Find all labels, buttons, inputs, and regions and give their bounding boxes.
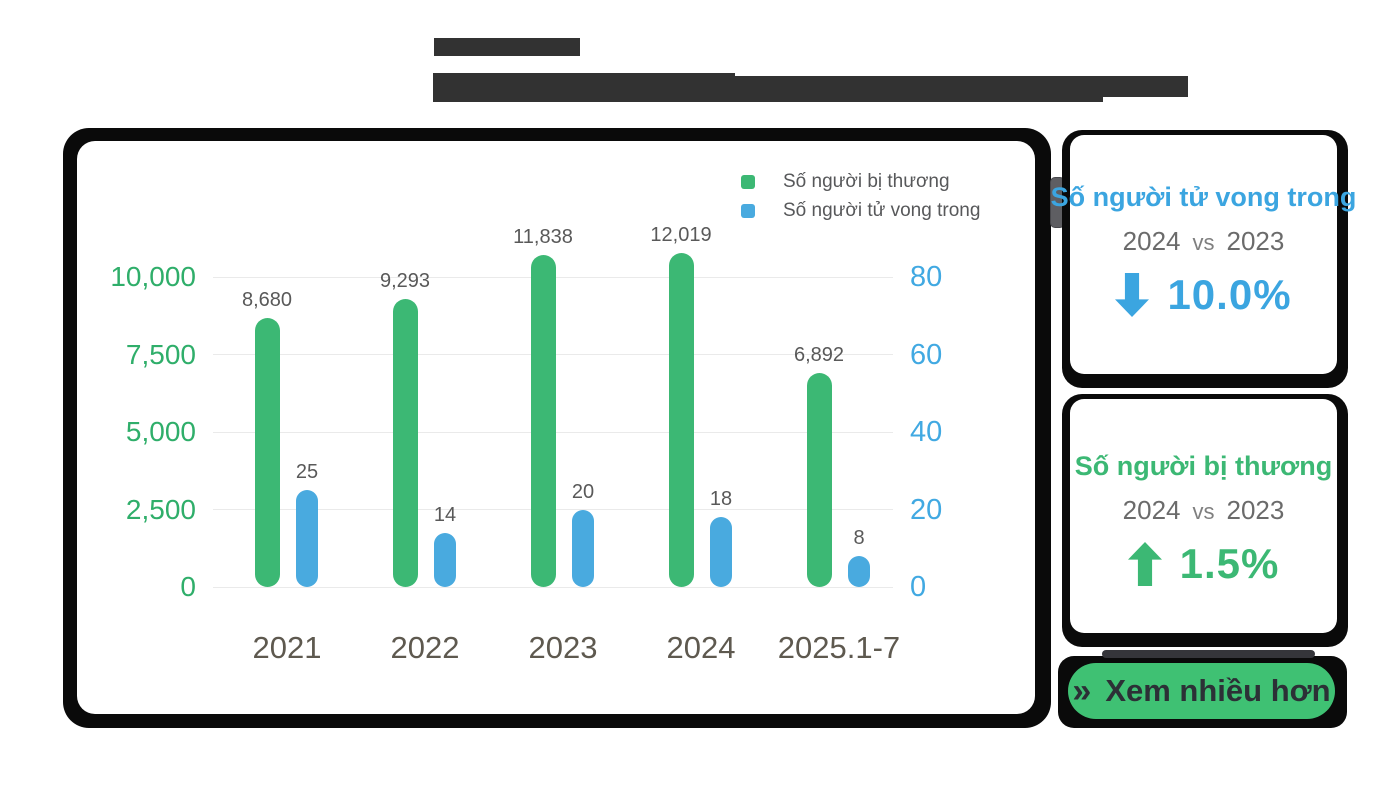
redacted-title-block-left <box>433 73 735 102</box>
x-axis-label-2023: 2023 <box>528 630 598 665</box>
right-axis-tick: 60 <box>910 338 943 371</box>
value-label-deaths-2024: 18 <box>709 488 733 511</box>
injuries-panel-title: Số người bị thương <box>1074 451 1333 481</box>
deaths-change-row: 10.0% <box>1115 271 1291 319</box>
injuries-year-a: 2024 <box>1122 495 1181 525</box>
legend-item: Số người bị thương <box>741 169 980 195</box>
vs-label: vs <box>1192 230 1215 255</box>
bar-deaths-2025.1-7 <box>848 556 870 587</box>
injuries-change-row: 1.5% <box>1127 540 1280 588</box>
left-axis-tick: 10,000 <box>110 261 196 292</box>
x-axis-label-2025.1-7: 2025.1-7 <box>777 630 901 665</box>
injuries-change-value: 1.5% <box>1179 540 1280 587</box>
right-axis-tick: 0 <box>910 571 927 603</box>
injuries-compare-years: 2024 vs 2023 <box>1123 495 1285 526</box>
double-chevron-icon: » <box>1072 672 1092 710</box>
deaths-year-a: 2024 <box>1122 226 1181 256</box>
bar-deaths-2023 <box>572 509 594 587</box>
left-axis-tick: 5,000 <box>125 416 196 447</box>
x-axis-label-2022: 2022 <box>390 630 460 665</box>
panel-shadow-strip <box>1102 650 1315 658</box>
vs-label: vs <box>1192 499 1215 524</box>
value-label-deaths-2022: 14 <box>433 503 457 526</box>
value-label-injuries-2022: 9,293 <box>379 269 431 292</box>
chart-card <box>77 141 1035 714</box>
legend-swatch-icon <box>741 175 755 189</box>
injuries-year-b: 2023 <box>1226 495 1285 525</box>
deaths-change-value: 10.0% <box>1167 271 1292 318</box>
bar-deaths-2022 <box>434 532 456 587</box>
bar-injuries-2025.1-7 <box>806 373 832 587</box>
bar-deaths-2024 <box>710 517 732 587</box>
value-label-deaths-2021: 25 <box>295 461 319 484</box>
value-label-deaths-2023: 20 <box>571 480 595 503</box>
deaths-panel-frame: Số người tử vong trong 2024 vs 2023 10.0% <box>1051 130 1356 388</box>
see-more-button[interactable]: » Xem nhiều hơn <box>1068 663 1335 719</box>
value-label-injuries-2024: 12,019 <box>650 223 712 246</box>
deaths-panel-title: Số người tử vong trong <box>1050 182 1357 212</box>
x-axis-label-2024: 2024 <box>666 630 736 665</box>
injuries-panel-frame: Số người bị thương 2024 vs 2023 1.5% <box>1062 394 1348 647</box>
left-axis-tick: 2,500 <box>125 493 196 525</box>
gridline <box>213 586 893 588</box>
left-axis-tick: 7,500 <box>125 338 196 370</box>
right-axis-tick: 40 <box>910 416 943 448</box>
bar-injuries-2022 <box>392 298 418 587</box>
x-axis-label-2021: 2021 <box>252 630 322 665</box>
bar-deaths-2021 <box>296 490 318 587</box>
redacted-title-block-middle <box>735 76 1103 102</box>
chart-legend: Số người bị thương Số người tử vong trong <box>741 169 980 224</box>
legend-swatch-icon <box>741 204 755 218</box>
value-label-injuries-2023: 11,838 <box>513 225 573 248</box>
down-arrow-icon <box>1115 273 1150 317</box>
redacted-kicker-block <box>434 38 580 56</box>
right-axis-tick: 20 <box>910 493 943 526</box>
legend-label: Số người tử vong trong <box>783 200 981 221</box>
see-more-label: Xem nhiều hơn <box>1105 673 1331 708</box>
deaths-panel: Số người tử vong trong 2024 vs 2023 10.0% <box>1051 135 1356 374</box>
left-axis-tick: 0 <box>180 571 196 602</box>
value-label-injuries-2025.1-7: 6,892 <box>793 344 845 367</box>
value-label-injuries-2021: 8,680 <box>241 288 293 311</box>
value-label-deaths-2025.1-7: 8 <box>853 527 865 549</box>
injuries-panel: Số người bị thương 2024 vs 2023 1.5% <box>1070 399 1337 633</box>
legend-item: Số người tử vong trong <box>741 198 980 224</box>
up-arrow-icon <box>1127 542 1162 586</box>
deaths-year-b: 2023 <box>1226 226 1285 256</box>
bar-injuries-2024 <box>668 252 694 587</box>
bar-injuries-2021 <box>254 317 280 587</box>
redacted-title-block-right <box>1103 76 1188 97</box>
right-axis-tick: 80 <box>910 261 943 293</box>
legend-label: Số người bị thương <box>783 171 950 192</box>
bar-injuries-2023 <box>530 254 556 587</box>
deaths-compare-years: 2024 vs 2023 <box>1123 226 1285 257</box>
